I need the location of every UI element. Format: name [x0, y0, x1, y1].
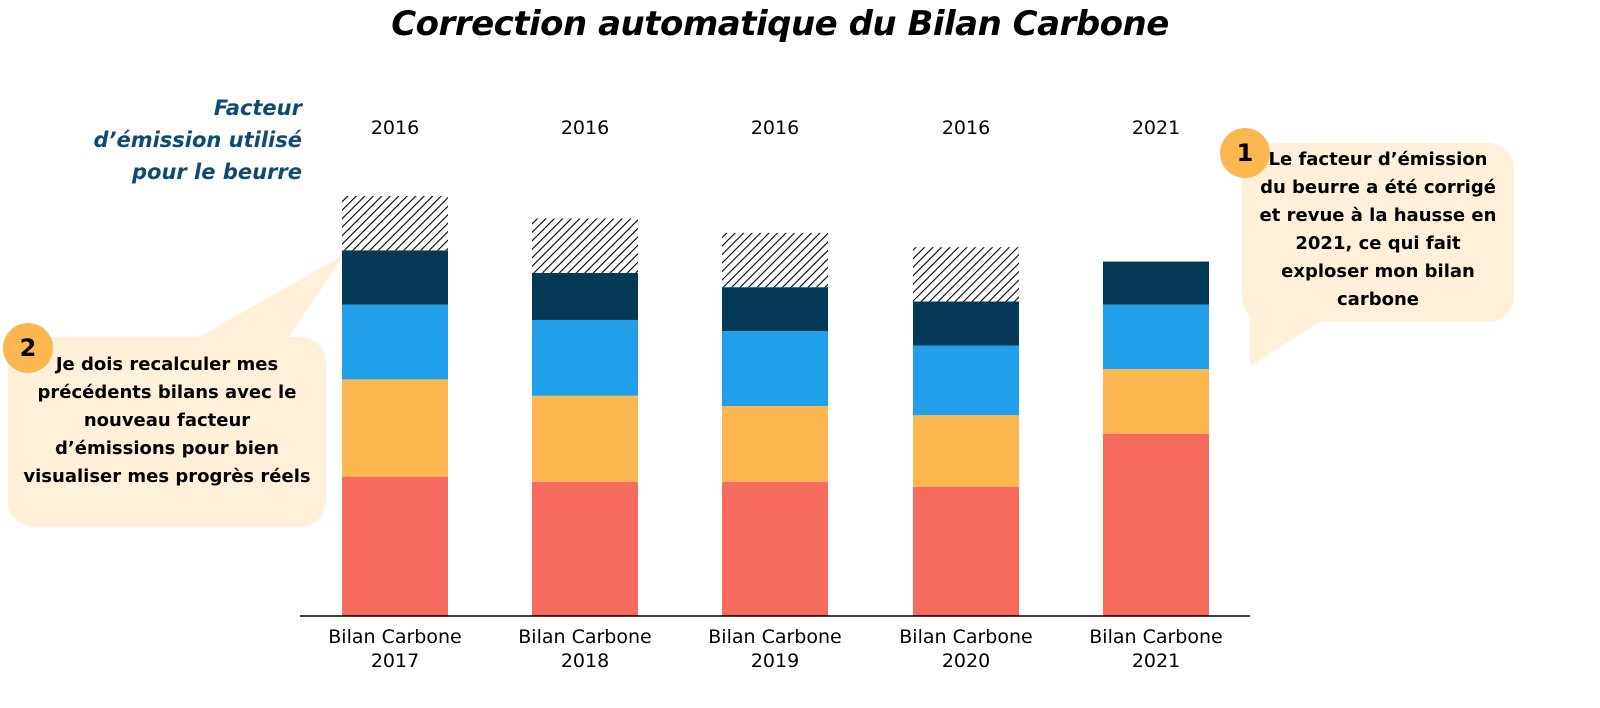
x-axis-tick-label: Bilan Carbone: [1089, 626, 1222, 648]
factor-year-label: 2016: [561, 117, 609, 139]
bar-blue-segment: [532, 319, 638, 396]
callout-1: Le facteur d’émission du beurre a été co…: [1242, 143, 1514, 322]
factor-label-line: pour le beurre: [131, 160, 302, 184]
bar-butter-correction-segment: [342, 196, 448, 251]
bar-orange-segment: [722, 406, 828, 482]
callout-2-line: nouveau facteur: [83, 410, 251, 431]
callout-1-line: Le facteur d’émission: [1268, 149, 1488, 170]
bar-blue-segment: [342, 304, 448, 380]
factor-label-line: d’émission utilisé: [93, 128, 302, 152]
callout-2-line: Je dois recalculer mes: [55, 354, 279, 375]
callout-1-number-badge: 1: [1220, 128, 1270, 178]
x-axis-tick-label: 2018: [561, 650, 609, 672]
x-axis-tick-label: 2017: [371, 650, 419, 672]
callout-1-line: exploser mon bilan: [1281, 261, 1475, 282]
bar-butter-correction-segment: [913, 247, 1019, 302]
bar-food-segment: [913, 486, 1019, 616]
x-axis-tick-label: 2021: [1132, 650, 1180, 672]
bar-blue-segment: [913, 345, 1019, 416]
bar-blue-segment: [1103, 304, 1209, 370]
bar-butter-correction-segment: [532, 218, 638, 273]
callout-1-line: du beurre a été corrigé: [1260, 177, 1496, 198]
x-axis-tick-label: Bilan Carbone: [899, 626, 1032, 648]
factor-year-label: 2016: [751, 117, 799, 139]
bar-blue-segment: [722, 331, 828, 406]
bar-food-segment: [722, 481, 828, 616]
factor-label-line: Facteur: [213, 96, 302, 120]
callout-2-tail: [190, 254, 345, 342]
bar-orange-segment: [913, 415, 1019, 487]
callout-2-line: d’émissions pour bien: [55, 438, 279, 459]
bar-navy-segment: [1103, 261, 1209, 305]
x-axis-tick-label: Bilan Carbone: [708, 626, 841, 648]
bar-orange-segment: [532, 395, 638, 482]
factor-year-label: 2021: [1132, 117, 1180, 139]
x-axis-tick-label: 2019: [751, 650, 799, 672]
bar-navy-segment: [532, 272, 638, 320]
callout-2-line: précédents bilans avec le: [37, 382, 297, 403]
callout-1-line: 2021, ce qui fait: [1295, 233, 1461, 254]
bar-navy-segment: [342, 250, 448, 305]
emission-factor-label: Facteur d’émission utilisé pour le beurr…: [40, 92, 302, 188]
callout-2-line: visualiser mes progrès réels: [23, 466, 311, 487]
x-axis-tick-label: 2020: [942, 650, 990, 672]
bar-navy-segment: [913, 301, 1019, 346]
bar-butter-correction-segment: [722, 232, 828, 288]
callout-1-line: et revue à la hausse en: [1259, 205, 1497, 226]
bar-orange-segment: [1103, 369, 1209, 434]
callout-1-line: carbone: [1337, 289, 1419, 310]
chart-title: Correction automatique du Bilan Carbone: [391, 4, 1169, 44]
x-axis-tick-label: Bilan Carbone: [518, 626, 651, 648]
factor-year-label: 2016: [942, 117, 990, 139]
factor-year-label: 2016: [371, 117, 419, 139]
bar-orange-segment: [342, 379, 448, 477]
bar-food-segment: [342, 476, 448, 616]
bar-food-segment: [1103, 433, 1209, 616]
bar-navy-segment: [722, 287, 828, 332]
bar-food-segment: [532, 481, 638, 616]
callout-2: Je dois recalculer mes précédents bilans…: [8, 337, 326, 527]
x-axis-tick-label: Bilan Carbone: [328, 626, 461, 648]
callout-2-number-badge: 2: [3, 323, 53, 373]
